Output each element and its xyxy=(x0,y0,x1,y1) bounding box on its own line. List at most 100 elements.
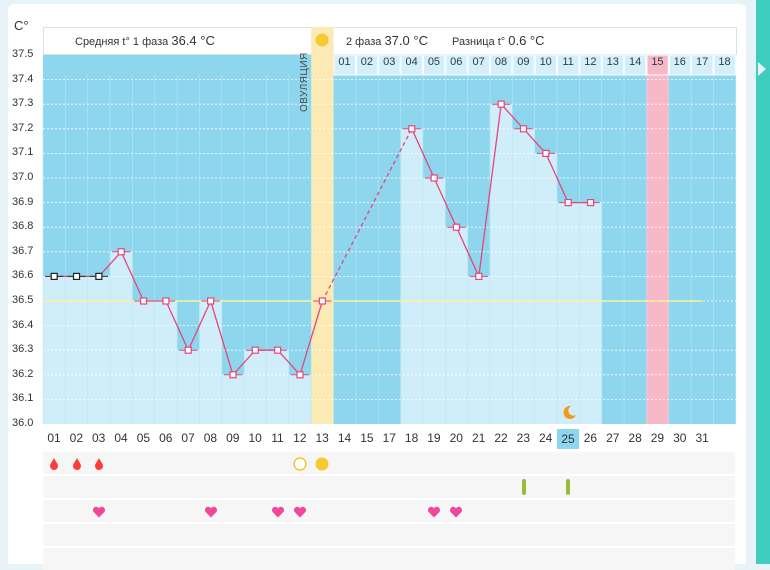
x-tick-label[interactable]: 30 xyxy=(673,431,687,445)
temp-line-segment xyxy=(277,349,301,376)
intercourse-heart-icon[interactable] xyxy=(271,505,285,524)
x-tick-label[interactable]: 27 xyxy=(606,431,620,445)
y-tick-label: 36.3 xyxy=(12,343,34,356)
x-tick-label[interactable]: 20 xyxy=(449,431,463,445)
temp-point xyxy=(519,125,528,133)
x-tick-label[interactable]: 18 xyxy=(404,431,419,445)
y-tick-label: 37.4 xyxy=(12,72,34,85)
temp-bar xyxy=(154,301,178,424)
x-tick-label[interactable]: 17 xyxy=(382,431,396,445)
temp-point xyxy=(251,346,259,354)
x-tick-label[interactable]: 22 xyxy=(494,431,508,445)
y-tick-label: 37.1 xyxy=(12,146,34,159)
x-tick-label[interactable]: 29 xyxy=(650,431,665,445)
phase2-day-cell xyxy=(713,54,736,76)
phase2-day-label: 07 xyxy=(472,56,485,68)
x-tick-label[interactable]: 13 xyxy=(315,431,329,445)
x-tick-label[interactable]: 28 xyxy=(628,431,642,445)
x-tick-label[interactable]: 14 xyxy=(337,431,352,445)
y-tick-label: 37.2 xyxy=(12,121,34,134)
next-cycle-arrow-icon[interactable] xyxy=(756,0,770,564)
x-tick-label[interactable]: 07 xyxy=(181,431,195,445)
temp-point xyxy=(542,149,550,157)
intercourse-heart-icon[interactable] xyxy=(449,505,463,524)
phase1-label: Средняя t° 1 фаза xyxy=(75,36,169,48)
x-tick-label[interactable]: 23 xyxy=(516,431,531,445)
today-moon-icon[interactable] xyxy=(561,404,577,425)
temp-line-segment xyxy=(210,300,234,375)
y-tick-label: 37.3 xyxy=(12,97,34,110)
phase2-day-label: 10 xyxy=(539,56,552,68)
intercourse-heart-icon[interactable] xyxy=(204,505,218,524)
ovulation-test-outline-icon[interactable] xyxy=(293,457,307,476)
temp-point xyxy=(229,371,237,379)
temp-point xyxy=(274,346,282,354)
x-tick-label[interactable]: 03 xyxy=(92,431,106,445)
symptom-row xyxy=(43,500,735,522)
temp-point xyxy=(184,346,192,354)
x-tick-label[interactable]: 06 xyxy=(159,431,173,445)
phase2-day-cell xyxy=(691,54,714,76)
phase2-day-label: 06 xyxy=(450,56,463,68)
blood-drop-icon[interactable] xyxy=(92,457,106,476)
phase2-day-label: 08 xyxy=(494,56,508,68)
x-tick-label[interactable]: 05 xyxy=(136,431,151,445)
symptom-grid xyxy=(43,452,735,570)
temp-bar xyxy=(110,251,133,424)
diff-label: Разница t° xyxy=(452,36,506,48)
y-tick-label: 36.5 xyxy=(12,294,34,306)
temp-point xyxy=(586,199,595,207)
x-tick-label[interactable]: 12 xyxy=(293,431,307,445)
x-tick-label[interactable]: 04 xyxy=(114,431,128,445)
temp-bar xyxy=(177,350,200,424)
ovulation-sun-icon[interactable] xyxy=(315,457,329,476)
test-strip-icon[interactable] xyxy=(561,479,575,500)
ovulation-band xyxy=(311,27,334,424)
temp-line-segment xyxy=(299,300,323,375)
y-axis-unit: C° xyxy=(14,18,29,33)
x-tick-label[interactable]: 26 xyxy=(583,431,598,445)
phase2-day-label: 01 xyxy=(338,56,351,68)
phase2-day-label: 13 xyxy=(606,56,619,68)
temp-bar xyxy=(557,202,580,424)
temp-line-segment xyxy=(545,153,569,203)
x-tick-label[interactable]: 09 xyxy=(226,431,240,445)
x-tick-label[interactable]: 11 xyxy=(271,431,284,445)
x-tick-label[interactable]: 08 xyxy=(203,431,218,445)
ovulation-header-sun-icon[interactable] xyxy=(315,33,329,52)
x-tick-label[interactable]: 19 xyxy=(427,431,441,445)
temp-line-segment xyxy=(165,300,189,351)
temp-point xyxy=(50,272,58,280)
temp-point xyxy=(162,297,170,305)
x-tick-label[interactable]: 31 xyxy=(695,431,709,445)
phase2-day-cell xyxy=(534,54,558,76)
x-tick-label[interactable]: 15 xyxy=(360,431,374,445)
x-tick-label[interactable]: 25 xyxy=(557,429,580,449)
x-tick-label[interactable]: 01 xyxy=(47,431,61,445)
intercourse-heart-icon[interactable] xyxy=(293,505,307,524)
x-tick-label[interactable]: 02 xyxy=(69,431,84,445)
intercourse-heart-icon[interactable] xyxy=(92,505,106,524)
y-tick-label: 36.2 xyxy=(12,367,34,380)
phase2-day-cell xyxy=(445,54,468,76)
x-tick-label[interactable]: 10 xyxy=(248,431,262,445)
phase2-day-cell xyxy=(422,54,446,76)
x-tick-label[interactable]: 21 xyxy=(471,431,486,445)
phase2-day-cell xyxy=(355,54,379,76)
temp-point xyxy=(564,199,572,207)
y-tick-label: 36.0 xyxy=(12,417,34,429)
temp-line-segment xyxy=(523,128,547,154)
phase2-day-label: 18 xyxy=(718,56,731,68)
ovulation-label: ОВУЛЯЦИЯ xyxy=(299,52,310,112)
phase2-day-label: 03 xyxy=(383,56,396,68)
test-strip-icon[interactable] xyxy=(517,479,531,500)
blood-drop-icon[interactable] xyxy=(47,457,61,476)
x-tick-label[interactable]: 24 xyxy=(539,431,553,445)
y-tick-label: 37.0 xyxy=(12,171,34,183)
y-tick-label: 36.8 xyxy=(12,220,34,233)
intercourse-heart-icon[interactable] xyxy=(427,505,441,524)
temp-bar xyxy=(579,202,602,424)
blood-drop-icon[interactable] xyxy=(70,457,84,476)
y-tick-label: 36.7 xyxy=(12,244,34,257)
temp-line-segment xyxy=(411,128,435,179)
